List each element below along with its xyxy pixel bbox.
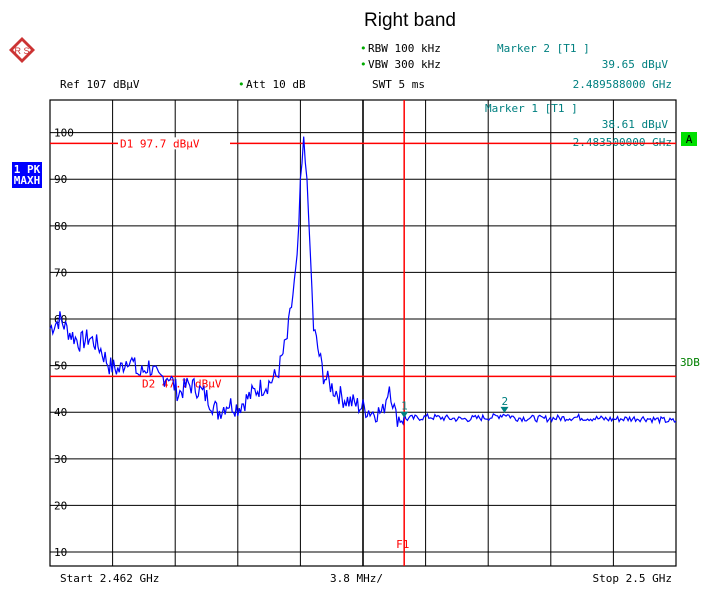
span-per-division: 3.8 MHz/ [330,572,383,585]
y-tick-label: 20 [54,499,67,512]
y-tick-label: 70 [54,266,67,279]
svg-text:R S: R S [14,46,29,56]
marker1-title: Marker 1 [T1 ] [485,102,578,115]
marker-1-number: 1 [401,400,408,413]
attenuation-readout: Att 10 dB [246,78,306,91]
rohde-schwarz-logo-icon: R S [9,37,35,63]
marker2-title: Marker 2 [T1 ] [497,42,590,55]
vbw-readout: VBW 300 kHz [368,58,441,71]
marker-1-symbol [400,411,409,418]
y-tick-label: 50 [54,360,67,373]
trace-a-badge [681,132,697,146]
marker-2-symbol [500,406,509,413]
y-tick-label: 80 [54,220,67,233]
display-line-d2-label: D2 47.7 dBµV [142,377,222,390]
y-tick-label: 100 [54,127,74,140]
y-tick-label: 30 [54,453,67,466]
svg-text:•: • [360,42,367,55]
start-frequency: Start 2.462 GHz [60,572,159,585]
trace-a-label: A [686,133,693,146]
chart-title: Right band [364,10,456,31]
marker-2-number: 2 [501,395,508,408]
trace-mode-badge [12,162,42,188]
rbw-readout: RBW 100 kHz [368,42,441,55]
trace-line [49,136,677,427]
grid [50,100,676,566]
marker2-level: 39.65 dBµV [602,58,669,71]
trace-detector-label: 1 PK [14,163,41,176]
marker1-level: 38.61 dBµV [602,118,669,131]
display-line-d1-label: D1 97.7 dBµV [120,137,200,150]
y-tick-label: 10 [54,546,67,559]
svg-text:•: • [360,58,367,71]
marker1-frequency: 2.483500000 GHz [573,136,672,149]
y-tick-label: 90 [54,173,67,186]
swt-readout: SWT 5 ms [372,78,425,91]
marker2-frequency: 2.489588000 GHz [573,78,672,91]
3db-label: 3DB [680,356,700,369]
frequency-line-f1-label: F1 [396,538,409,551]
y-tick-label: 40 [54,406,67,419]
stop-frequency: Stop 2.5 GHz [593,572,672,585]
svg-text:•: • [238,78,245,91]
trace-maxhold-label: MAXH [14,174,41,187]
ref-level-readout: Ref 107 dBµV [60,78,140,91]
